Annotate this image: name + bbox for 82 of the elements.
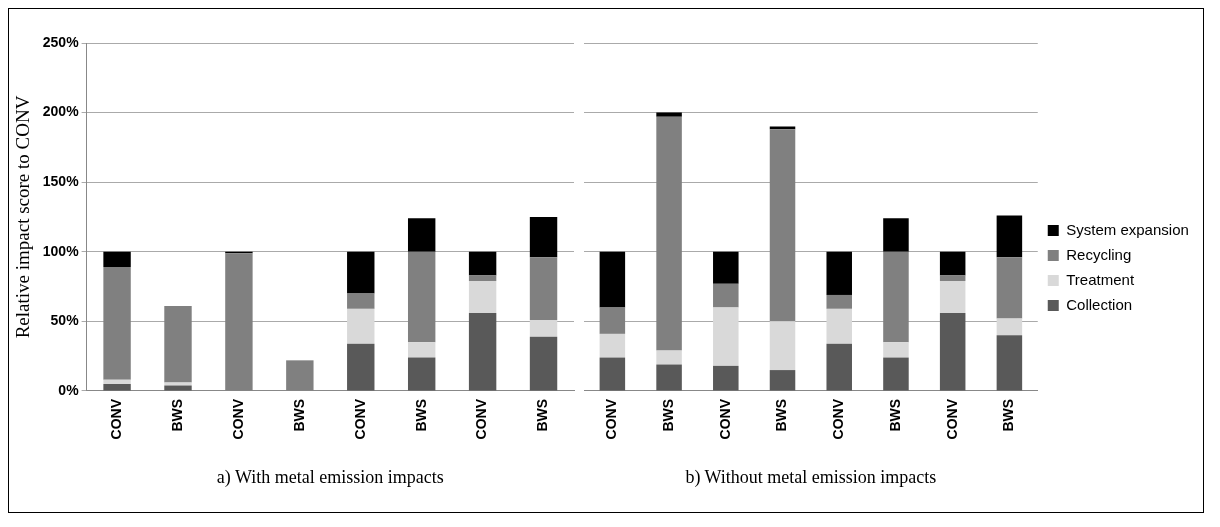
bar bbox=[996, 215, 1023, 258]
bar bbox=[656, 116, 682, 351]
bar bbox=[826, 294, 852, 309]
x-tick-label: CONV bbox=[351, 398, 368, 440]
y-tick-label: 250% bbox=[42, 33, 80, 50]
bar bbox=[468, 275, 497, 281]
bar bbox=[713, 283, 739, 308]
bar bbox=[164, 385, 192, 391]
bar bbox=[713, 365, 739, 391]
y-tick-label: 200% bbox=[42, 103, 80, 120]
bar bbox=[529, 319, 558, 337]
bar bbox=[407, 218, 436, 252]
bar bbox=[164, 306, 192, 383]
bar bbox=[769, 129, 796, 322]
bar bbox=[713, 251, 739, 284]
bar bbox=[407, 357, 436, 391]
bar bbox=[939, 275, 966, 281]
x-tick-label: CONV bbox=[943, 398, 960, 440]
bar bbox=[939, 313, 966, 391]
bar bbox=[996, 257, 1023, 319]
bar bbox=[103, 379, 131, 384]
legend-label: Collection bbox=[1066, 295, 1133, 313]
x-tick-label: BWS bbox=[534, 398, 551, 432]
x-tick-label: BWS bbox=[886, 398, 903, 432]
bar bbox=[407, 342, 436, 358]
y-tick-label: 50% bbox=[50, 312, 80, 329]
x-tick-label: BWS bbox=[412, 398, 429, 432]
legend-label: Treatment bbox=[1066, 270, 1135, 288]
bar bbox=[883, 342, 909, 358]
x-tick-label: BWS bbox=[168, 398, 185, 432]
bar bbox=[939, 281, 966, 314]
x-tick-label: CONV bbox=[716, 398, 733, 440]
bar bbox=[529, 336, 558, 391]
y-tick-label: 0% bbox=[58, 381, 80, 398]
bar bbox=[996, 318, 1023, 336]
bar bbox=[468, 313, 497, 391]
x-tick-label: BWS bbox=[290, 398, 307, 432]
bar bbox=[529, 257, 558, 320]
bar bbox=[883, 251, 909, 343]
x-tick-label: CONV bbox=[830, 398, 847, 440]
bar bbox=[939, 251, 966, 276]
x-tick-label: CONV bbox=[229, 398, 246, 440]
x-axis-title: b) Without metal emission impacts bbox=[685, 466, 937, 488]
bar bbox=[883, 357, 909, 391]
bar bbox=[468, 281, 497, 314]
bar bbox=[347, 251, 375, 294]
bar bbox=[826, 308, 852, 344]
bar bbox=[769, 321, 796, 371]
bar bbox=[599, 333, 626, 358]
bar bbox=[103, 383, 131, 391]
bar bbox=[347, 308, 375, 344]
bar bbox=[883, 218, 909, 252]
bar bbox=[529, 216, 558, 258]
bar bbox=[103, 251, 131, 268]
bar bbox=[407, 251, 436, 343]
x-tick-label: BWS bbox=[1000, 398, 1017, 432]
y-tick-label: 100% bbox=[42, 242, 80, 259]
bar bbox=[996, 335, 1023, 391]
x-tick-label: BWS bbox=[659, 398, 676, 432]
bar bbox=[656, 364, 682, 391]
x-axis-title: a) With metal emission impacts bbox=[216, 466, 444, 488]
bar bbox=[713, 307, 739, 366]
bar bbox=[347, 293, 375, 309]
bar bbox=[826, 251, 852, 295]
bar bbox=[599, 357, 626, 391]
bar bbox=[599, 307, 626, 334]
legend-label: System expansion bbox=[1066, 220, 1189, 238]
legend-label: Recycling bbox=[1066, 245, 1132, 263]
x-tick-label: CONV bbox=[603, 398, 620, 440]
bar bbox=[599, 251, 626, 308]
bar bbox=[769, 370, 796, 391]
bar bbox=[347, 343, 375, 391]
y-axis-title: Relative impact score to CONV bbox=[12, 95, 34, 339]
bar bbox=[656, 112, 682, 117]
x-tick-label: BWS bbox=[773, 398, 790, 432]
x-tick-label: CONV bbox=[473, 398, 490, 440]
bar bbox=[656, 350, 682, 365]
x-tick-label: CONV bbox=[107, 398, 124, 440]
y-tick-label: 150% bbox=[42, 173, 80, 190]
bar bbox=[103, 267, 131, 380]
bar bbox=[826, 343, 852, 391]
bar bbox=[468, 251, 497, 276]
